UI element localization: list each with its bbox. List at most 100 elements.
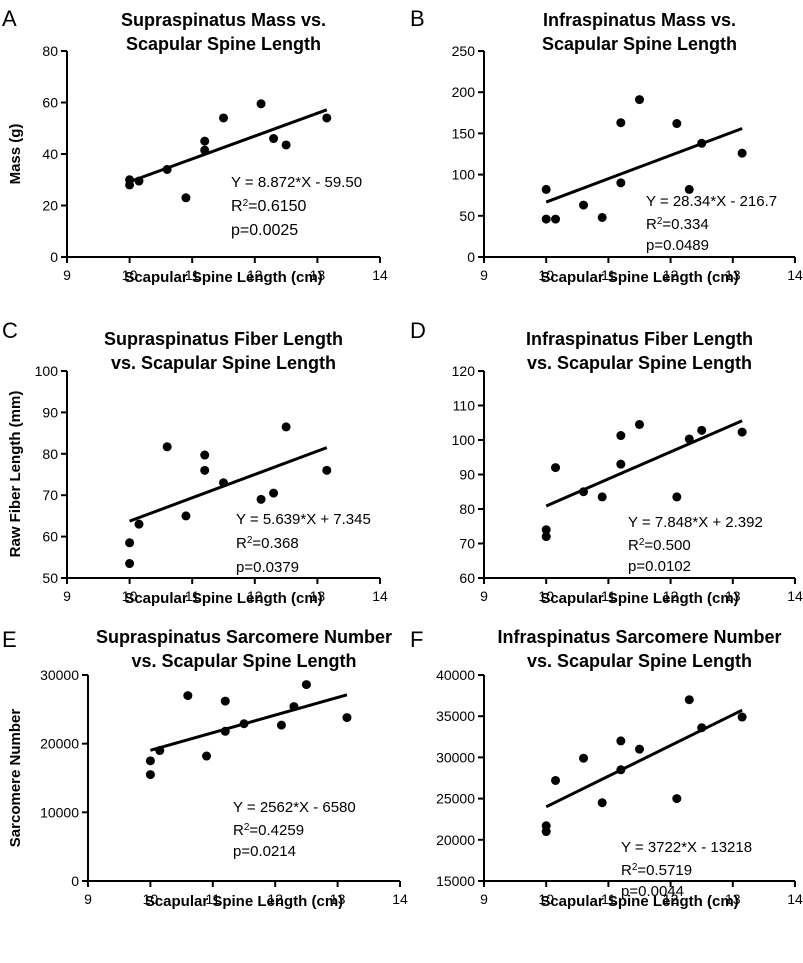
x-axis-label: Scapular Spine Length (cm) xyxy=(145,893,343,910)
y-tick-label: 40000 xyxy=(436,667,475,683)
data-point xyxy=(551,214,561,224)
y-tick-label: 100 xyxy=(452,432,476,448)
chart-title: Scapular Spine Length xyxy=(542,34,737,54)
x-tick-label: 13 xyxy=(310,267,326,283)
x-tick-label: 13 xyxy=(725,267,741,283)
data-point xyxy=(541,525,551,535)
data-point xyxy=(256,99,266,109)
x-tick-label: 14 xyxy=(787,267,803,283)
data-point xyxy=(322,465,332,475)
data-point xyxy=(281,422,291,432)
stat-annotation: Y = 2562*X - 6580 xyxy=(233,799,356,816)
data-point xyxy=(579,487,589,497)
data-point xyxy=(202,751,212,761)
stat-annotation: Y = 7.848*X + 2.392 xyxy=(628,514,763,531)
x-tick-label: 11 xyxy=(601,588,616,604)
panel-b: B Infraspinatus Mass vs. Scapular Spine Le… xyxy=(410,6,803,286)
y-tick-label: 110 xyxy=(453,398,476,414)
stat-annotation: p=0.0489 xyxy=(646,237,709,254)
y-tick-label: 150 xyxy=(452,125,476,141)
regression-line xyxy=(129,108,328,184)
y-tick-label: 0 xyxy=(71,873,79,889)
x-tick-label: 12 xyxy=(247,267,263,283)
chart-title: Supraspinatus Sarcomere Number xyxy=(96,627,392,647)
stat-annotation: Y = 28.34*X - 216.7 xyxy=(646,193,777,210)
panel-letter: B xyxy=(410,6,425,31)
x-tick-label: 9 xyxy=(480,891,488,907)
data-point xyxy=(684,184,694,194)
data-point xyxy=(256,494,266,504)
chart-title: vs. Scapular Spine Length xyxy=(527,353,752,373)
stat-annotation: R2=0.4259 xyxy=(233,822,304,840)
chart-title: vs. Scapular Spine Length xyxy=(131,651,356,671)
data-point xyxy=(200,145,210,155)
x-tick-label: 14 xyxy=(372,267,388,283)
data-point xyxy=(551,775,561,785)
data-point xyxy=(181,511,191,521)
data-point xyxy=(134,519,144,529)
regression-line xyxy=(129,446,328,523)
y-tick-label: 50 xyxy=(459,208,475,224)
x-tick-label: 11 xyxy=(206,891,221,907)
panel-letter: E xyxy=(2,627,17,652)
x-tick-label: 11 xyxy=(185,588,200,604)
chart-title: Supraspinatus Mass vs. xyxy=(121,10,326,30)
data-point xyxy=(635,419,644,429)
data-point xyxy=(162,164,172,174)
stat-annotation: R2=0.6150 xyxy=(231,198,307,216)
data-point xyxy=(541,214,551,224)
y-tick-label: 50 xyxy=(42,570,58,586)
data-point xyxy=(616,178,626,188)
stat-annotation: R2=0.368 xyxy=(236,535,299,553)
x-tick-label: 10 xyxy=(122,588,138,604)
regression-line xyxy=(545,419,743,508)
data-point xyxy=(200,465,210,475)
data-point xyxy=(737,712,747,722)
panel-f: F Infraspinatus Sarcomere Number vs. Scapu… xyxy=(410,627,803,910)
y-axis-label: Raw Fiber Length (mm) xyxy=(7,391,24,558)
data-point xyxy=(200,136,210,146)
x-tick-label: 9 xyxy=(63,588,71,604)
stat-annotation: Y = 3722*X - 13218 xyxy=(621,839,752,856)
x-axis-label: Scapular Spine Length (cm) xyxy=(540,269,738,286)
x-tick-label: 14 xyxy=(787,891,803,907)
x-tick-label: 13 xyxy=(725,588,741,604)
y-tick-label: 90 xyxy=(42,404,58,420)
data-point xyxy=(684,434,694,444)
data-point xyxy=(541,532,551,542)
data-point xyxy=(616,431,626,441)
x-tick-label: 13 xyxy=(310,588,326,604)
data-point xyxy=(162,442,172,452)
data-point xyxy=(597,798,607,808)
y-tick-label: 100 xyxy=(452,167,476,183)
data-point xyxy=(219,478,228,488)
data-point xyxy=(183,691,193,701)
chart-title: Supraspinatus Fiber Length xyxy=(104,329,343,349)
y-tick-label: 15000 xyxy=(436,873,475,889)
data-point xyxy=(239,719,249,729)
y-tick-label: 25000 xyxy=(436,791,475,807)
x-tick-label: 10 xyxy=(538,588,554,604)
x-tick-label: 10 xyxy=(122,267,138,283)
x-tick-label: 14 xyxy=(372,588,388,604)
x-tick-label: 12 xyxy=(267,891,283,907)
chart-title: Scapular Spine Length xyxy=(126,34,321,54)
y-tick-label: 20000 xyxy=(436,832,475,848)
data-point xyxy=(125,175,135,185)
regression-line xyxy=(545,708,743,809)
data-point xyxy=(145,756,155,766)
data-point xyxy=(672,794,682,804)
data-point xyxy=(597,492,607,502)
stat-annotation: R2=0.5719 xyxy=(621,862,692,880)
data-point xyxy=(322,113,332,123)
data-point xyxy=(551,463,561,473)
data-point xyxy=(672,492,682,502)
x-axis-label: Scapular Spine Length (cm) xyxy=(124,269,322,286)
data-point xyxy=(541,827,551,837)
data-point xyxy=(155,746,165,756)
regression-line xyxy=(545,127,743,204)
data-point xyxy=(697,138,707,148)
y-tick-label: 90 xyxy=(459,467,475,483)
data-point xyxy=(616,118,626,128)
